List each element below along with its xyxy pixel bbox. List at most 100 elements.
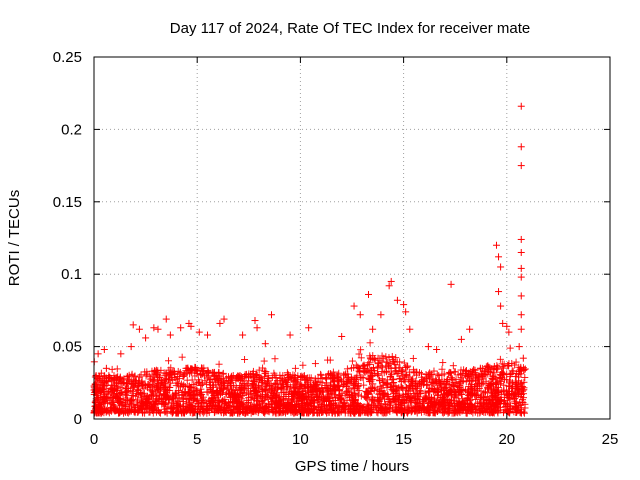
background-point (430, 367, 438, 375)
background-point (357, 392, 365, 400)
data-point (457, 335, 465, 343)
background-point (439, 359, 447, 367)
data-point (515, 343, 523, 351)
background-point (257, 374, 265, 382)
background-point (297, 383, 305, 391)
x-tick-label: 10 (292, 431, 309, 448)
background-point (146, 381, 154, 389)
background-point (374, 354, 382, 362)
background-point (328, 372, 336, 380)
background-point (171, 370, 179, 378)
data-point (424, 343, 432, 351)
background-point (497, 377, 505, 385)
background-point (114, 409, 122, 417)
background-point (247, 389, 255, 397)
data-point (517, 292, 525, 300)
background-point (505, 408, 513, 416)
background-point (110, 375, 118, 383)
data-point (517, 235, 525, 243)
background-point (180, 371, 188, 379)
background-point (216, 391, 224, 399)
background-point (131, 372, 139, 380)
background-point (236, 402, 244, 410)
background-point (135, 380, 143, 388)
background-point (317, 406, 325, 414)
background-point (509, 367, 517, 375)
background-point (286, 403, 294, 411)
background-point (139, 409, 147, 417)
data-point (377, 311, 385, 319)
background-point (355, 350, 363, 358)
background-point (218, 384, 226, 392)
background-point (180, 408, 188, 416)
background-point (506, 409, 514, 417)
background-point (414, 392, 422, 400)
data-point (268, 311, 276, 319)
background-point (178, 353, 186, 361)
background-point (511, 400, 519, 408)
background-point (286, 372, 294, 380)
data-point (497, 263, 505, 271)
background-point (271, 355, 279, 363)
background-point (339, 382, 347, 390)
background-point (343, 388, 351, 396)
x-tick-label: 25 (602, 431, 619, 448)
data-point (150, 324, 158, 332)
background-point (108, 394, 116, 402)
background-point (248, 380, 256, 388)
background-point (360, 367, 368, 375)
background-point (342, 382, 350, 390)
background-point (204, 367, 212, 375)
background-point (404, 362, 412, 370)
background-point (423, 381, 431, 389)
data-point (135, 325, 143, 333)
background-point (344, 391, 352, 399)
background-point (273, 393, 281, 401)
background-point (175, 394, 183, 402)
y-tick-label: 0 (74, 411, 82, 428)
background-point (433, 385, 441, 393)
background-point (488, 374, 496, 382)
background-point (162, 393, 170, 401)
background-point (418, 373, 426, 381)
background-point (270, 369, 278, 377)
data-point (195, 328, 203, 336)
background-point (300, 393, 308, 401)
background-point (260, 357, 268, 365)
x-tick-label: 5 (193, 431, 201, 448)
background-point (210, 408, 218, 416)
background-point (115, 376, 123, 384)
background-point (459, 407, 467, 415)
data-point (503, 322, 511, 330)
background-point (378, 375, 386, 383)
background-point (194, 399, 202, 407)
background-point (258, 378, 266, 386)
x-tick-label: 15 (395, 431, 412, 448)
background-point (100, 378, 108, 386)
background-point (213, 386, 221, 394)
grid-layer (94, 57, 610, 419)
background-point (165, 357, 173, 365)
background-point (227, 378, 235, 386)
background-point (337, 394, 345, 402)
background-point (146, 408, 154, 416)
background-point (487, 388, 495, 396)
background-point (504, 362, 512, 370)
background-point (481, 388, 489, 396)
background-point (151, 397, 159, 405)
background-point (318, 379, 326, 387)
background-point (298, 404, 306, 412)
background-point (375, 362, 383, 370)
background-point (496, 355, 504, 363)
background-point (326, 382, 334, 390)
background-point (400, 359, 408, 367)
background-point (368, 393, 376, 401)
background-point (134, 390, 142, 398)
background-point (456, 382, 464, 390)
background-point (248, 402, 256, 410)
background-point (261, 369, 269, 377)
background-point (139, 399, 147, 407)
background-point (294, 400, 302, 408)
background-point (220, 377, 228, 385)
background-point (323, 394, 331, 402)
